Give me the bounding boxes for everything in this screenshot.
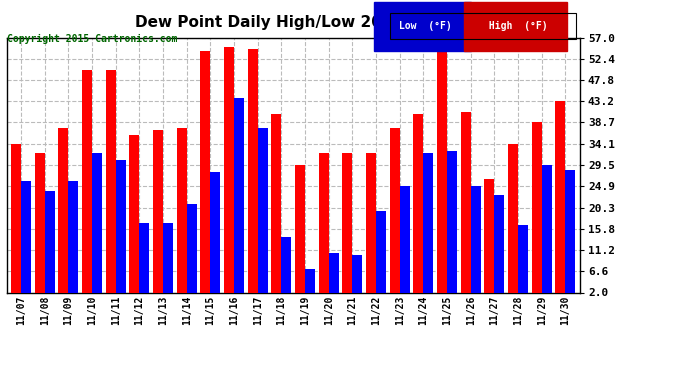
Bar [342, 153, 353, 292]
Bar [210, 172, 220, 292]
Bar [413, 114, 424, 292]
Bar [542, 165, 552, 292]
Bar [116, 160, 126, 292]
Bar [400, 186, 410, 292]
Bar [495, 195, 504, 292]
Bar [555, 102, 565, 292]
Text: Low  (°F): Low (°F) [393, 21, 452, 31]
Bar [508, 144, 518, 292]
Bar [45, 190, 55, 292]
Bar [224, 47, 234, 292]
Bar [139, 223, 149, 292]
Bar [271, 114, 282, 292]
Bar [295, 165, 305, 292]
Bar [437, 38, 447, 292]
Bar [319, 153, 328, 292]
Bar [328, 253, 339, 292]
Bar [305, 269, 315, 292]
Bar [565, 170, 575, 292]
Bar [484, 179, 495, 292]
Bar [177, 128, 187, 292]
Bar [106, 70, 116, 292]
Bar [21, 181, 31, 292]
Text: High  (°F): High (°F) [483, 21, 548, 31]
Bar [366, 153, 376, 292]
Bar [68, 181, 79, 292]
Bar [376, 211, 386, 292]
Bar [461, 112, 471, 292]
Bar [282, 237, 291, 292]
Text: Dew Point Daily High/Low 20151201: Dew Point Daily High/Low 20151201 [135, 15, 445, 30]
Bar [532, 122, 542, 292]
Bar [153, 130, 163, 292]
Bar [518, 225, 528, 292]
Bar [447, 151, 457, 292]
Bar [248, 49, 258, 292]
Bar [34, 153, 45, 292]
Bar [163, 223, 173, 292]
Bar [424, 153, 433, 292]
Bar [82, 70, 92, 292]
Bar [234, 98, 244, 292]
Bar [471, 186, 481, 292]
Bar [11, 144, 21, 292]
Bar [92, 153, 102, 292]
Bar [353, 255, 362, 292]
Bar [130, 135, 139, 292]
Bar [187, 204, 197, 292]
Bar [201, 51, 210, 292]
Text: Copyright 2015 Cartronics.com: Copyright 2015 Cartronics.com [7, 34, 177, 44]
Bar [258, 128, 268, 292]
Bar [59, 128, 68, 292]
Bar [390, 128, 400, 292]
